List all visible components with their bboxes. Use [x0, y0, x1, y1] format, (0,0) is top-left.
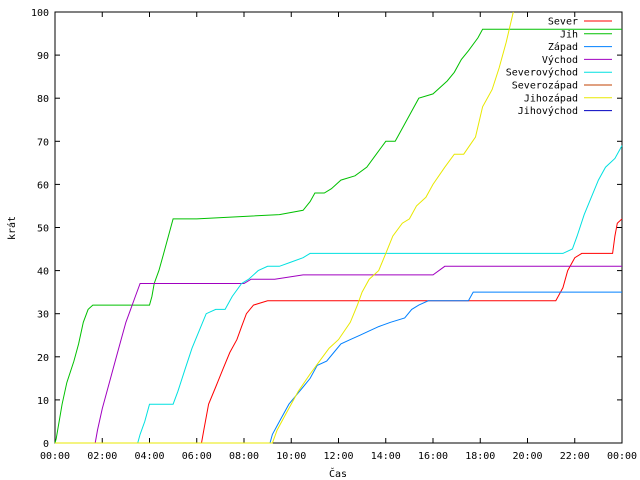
- x-tick-label: 02:00: [87, 451, 117, 462]
- series-line-3: [55, 291, 622, 444]
- x-tick-label: 04:00: [134, 451, 164, 462]
- series-line-5: [55, 145, 623, 444]
- legend-label: Jih: [560, 29, 578, 40]
- y-tick-label: 70: [37, 137, 49, 148]
- legend-label: Jihozápad: [524, 92, 578, 104]
- y-axis-label: krát: [6, 216, 18, 240]
- x-axis-label: Čas: [329, 467, 347, 480]
- x-tick-label: 20:00: [512, 451, 542, 462]
- x-tick-label: 22:00: [560, 451, 590, 462]
- series-line-1: [55, 218, 623, 444]
- x-tick-label: 06:00: [182, 451, 212, 462]
- x-tick-label: 16:00: [418, 451, 448, 462]
- legend-label: Východ: [542, 54, 578, 66]
- axes: 00:00 02:00 04:00 06:00 08:00 10:00 12:00 14:00…: [31, 8, 637, 462]
- x-tick-label: 18:00: [465, 451, 495, 462]
- y-tick-label: 30: [37, 310, 49, 321]
- series-lines: [54, 11, 623, 444]
- x-tick-label: 08:00: [229, 451, 259, 462]
- series-line-2: [54, 28, 622, 444]
- legend: SeverJihZápadVýchodSeverovýchodSeverozáp…: [506, 17, 612, 117]
- y-tick-label: 40: [37, 267, 49, 278]
- y-tick-label: 20: [37, 353, 49, 364]
- y-tick-label: 60: [37, 180, 49, 191]
- legend-label: Sever: [548, 17, 578, 28]
- legend-label: Severovýchod: [506, 67, 578, 79]
- x-tick-label: 12:00: [323, 451, 353, 462]
- y-tick-label: 10: [37, 396, 49, 407]
- x-tick-label: 00:00: [607, 451, 637, 462]
- legend-label: Jihovýchod: [518, 105, 578, 117]
- y-tick-label: 0: [43, 439, 49, 450]
- series-line-7: [55, 11, 514, 444]
- legend-label: Západ: [548, 41, 578, 53]
- y-tick-label: 80: [37, 94, 49, 105]
- x-tick-label: 00:00: [40, 451, 70, 462]
- x-tick-label: 10:00: [276, 451, 306, 462]
- series-line-4: [55, 265, 622, 444]
- y-tick-label: 50: [37, 224, 49, 235]
- y-tick-label: 100: [31, 8, 49, 19]
- x-tick-label: 14:00: [371, 451, 401, 462]
- y-tick-label: 90: [37, 51, 49, 62]
- legend-label: Severozápad: [512, 80, 578, 92]
